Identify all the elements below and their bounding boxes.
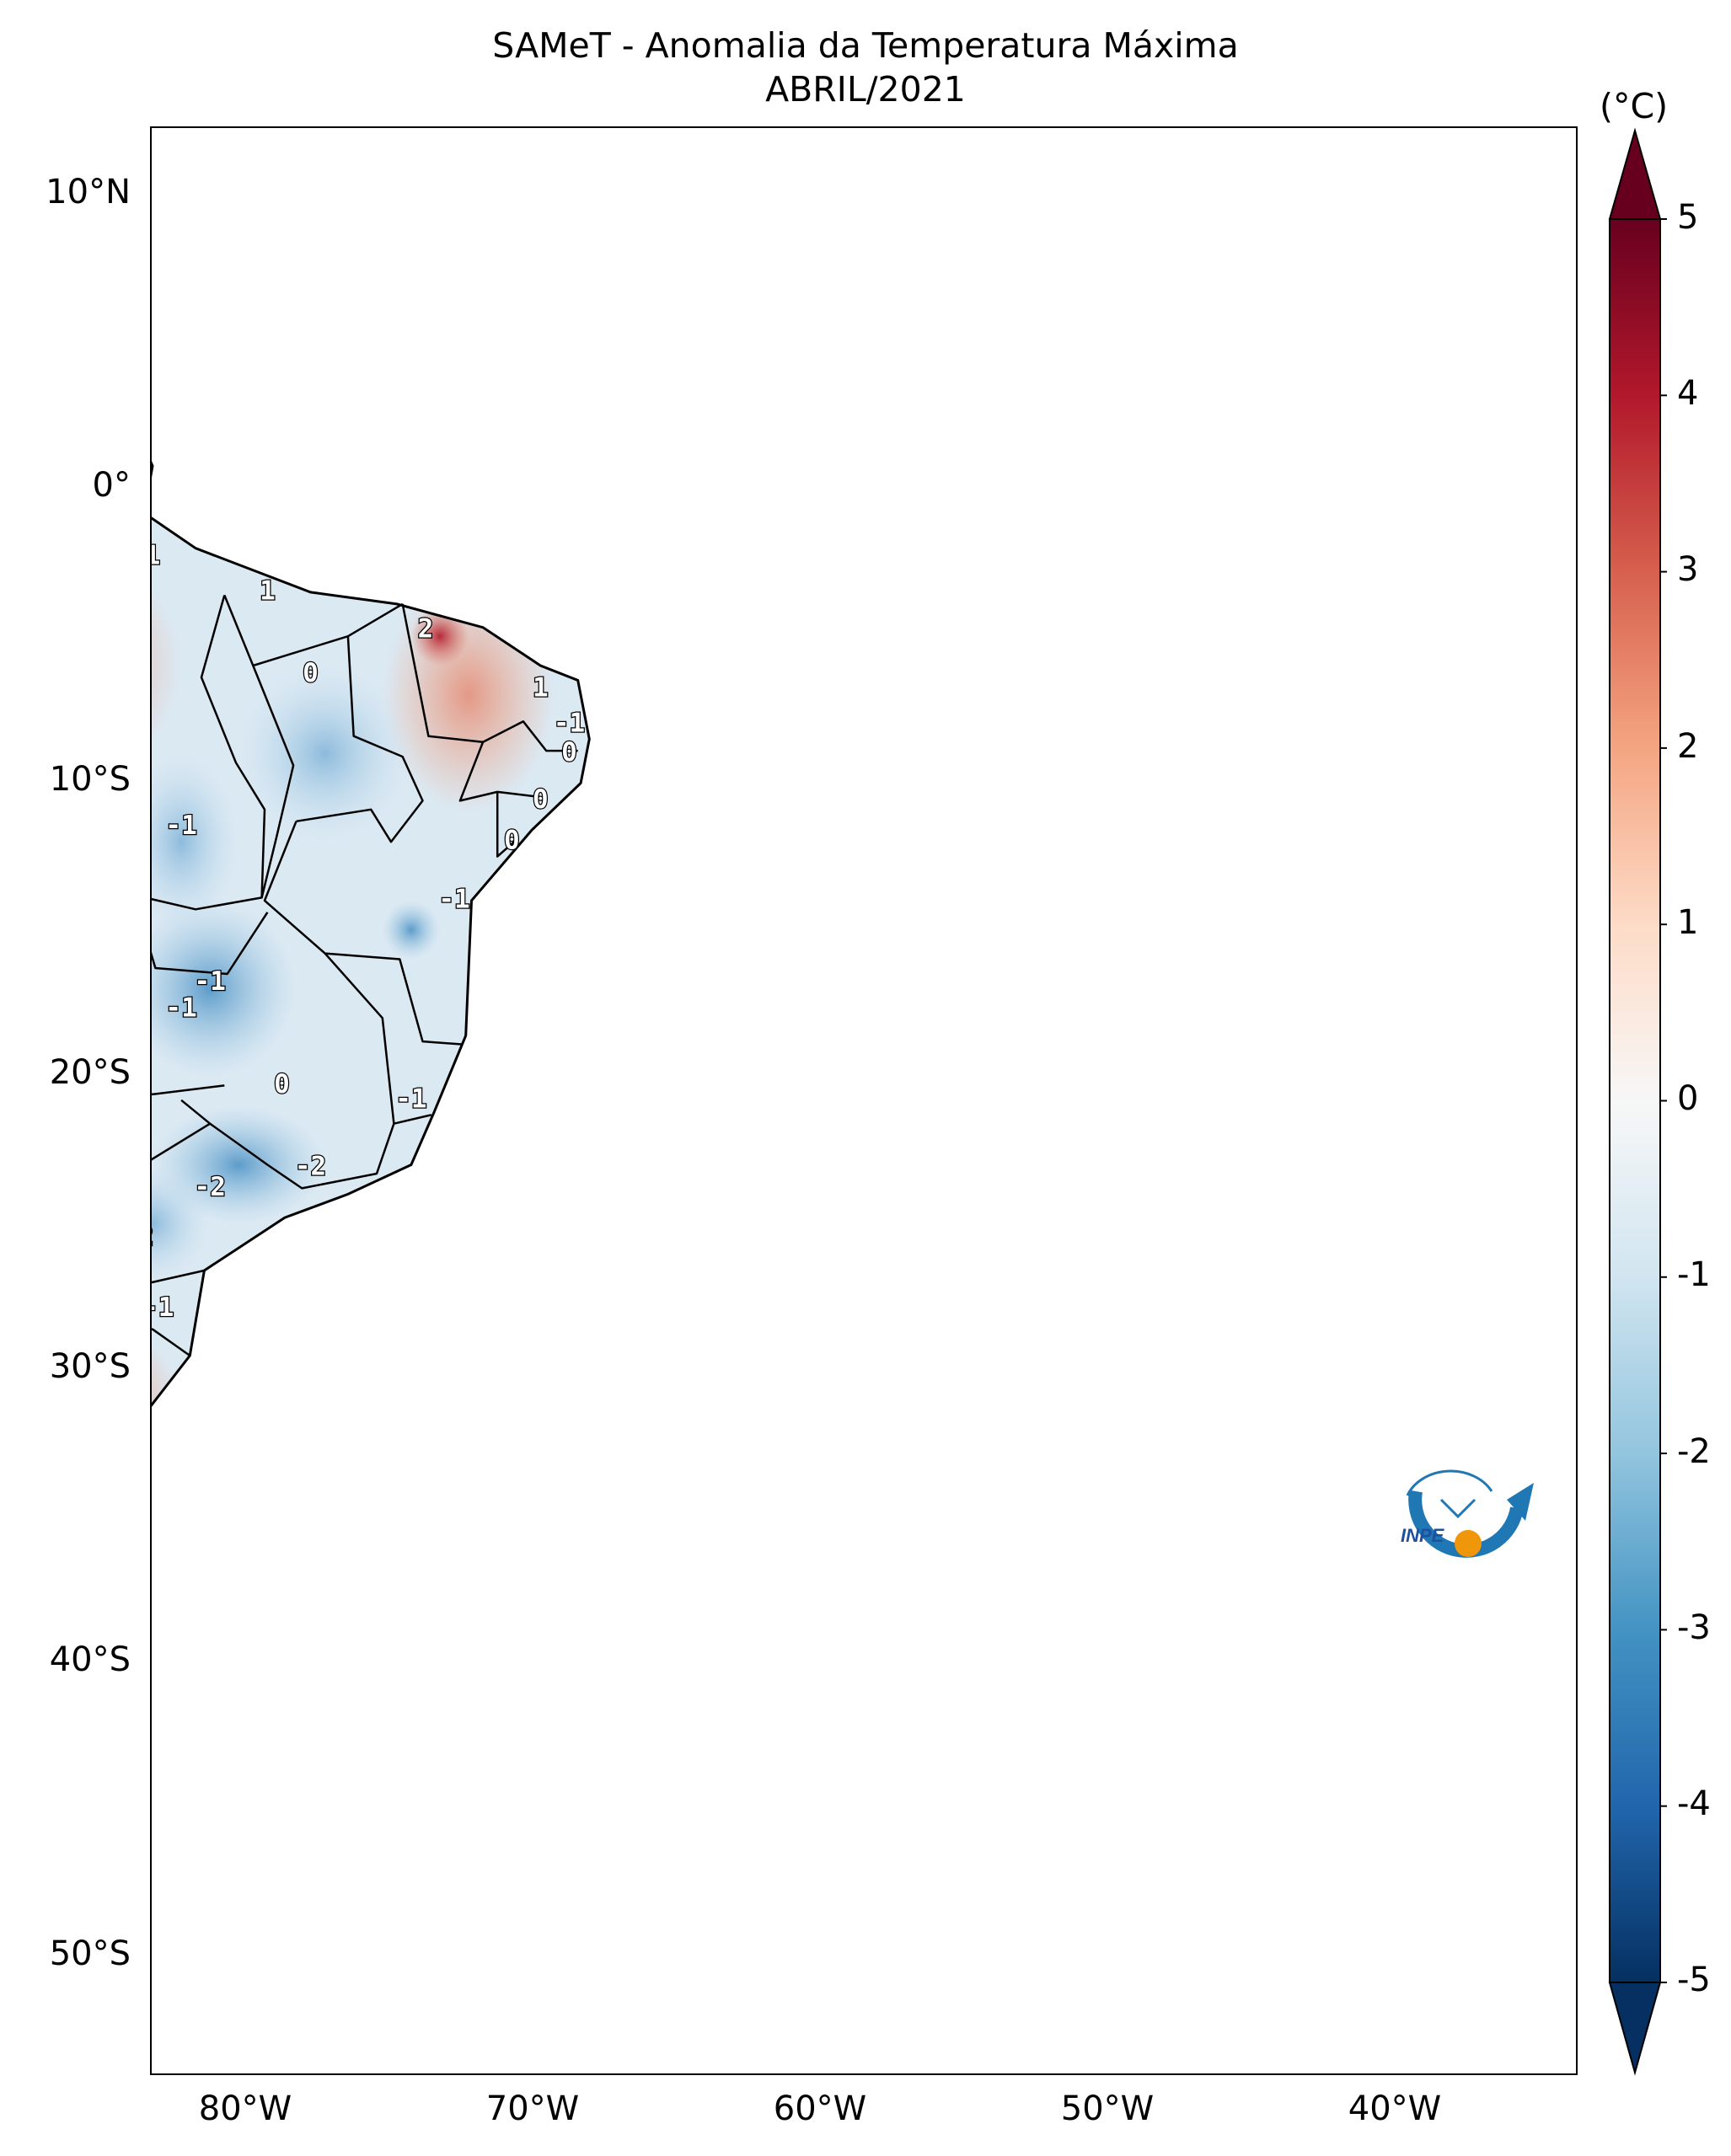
border-line [394, 1114, 432, 1125]
map-title: SAMeT - Anomalia da Temperatura Máxima [492, 25, 1239, 66]
colorbar [1608, 127, 1667, 2076]
contour-label: 1 [533, 672, 549, 703]
lon-label-40w: 40°W [1348, 2089, 1442, 2128]
contour-label: -2 [295, 1152, 326, 1182]
contour-label: -1 [395, 1083, 426, 1114]
border-line [296, 636, 424, 843]
contour-label: 2 [418, 614, 434, 645]
contour-label: -1 [165, 811, 196, 841]
colorbar-gradient [1609, 218, 1661, 1983]
colorbar-tick-1: 1 [1677, 903, 1699, 942]
border-line [458, 741, 547, 802]
anomaly-blob [152, 753, 239, 930]
lat-label-40s: 40°S [49, 1640, 131, 1679]
contour-label: 1 [152, 541, 160, 571]
contour-label: -1 [165, 992, 196, 1023]
contour-label: -2 [152, 1222, 154, 1252]
border-line [152, 912, 269, 976]
contour-label: 1 [260, 575, 276, 606]
contour-label: -2 [195, 1172, 226, 1202]
anomaly-blob [410, 607, 469, 666]
contour-label: 0 [303, 658, 319, 688]
contour-label: -1 [152, 1292, 174, 1323]
border-line [152, 1084, 225, 1096]
lat-label-30s: 30°S [49, 1347, 131, 1386]
colorbar-tick-neg5: -5 [1677, 1961, 1711, 1999]
border-line [152, 1269, 205, 1284]
colorbar-units: (°C) [1600, 86, 1669, 126]
border-line [152, 1328, 191, 1357]
map-subtitle: ABRIL/2021 [765, 69, 966, 110]
anomaly-blob [238, 666, 411, 843]
lat-label-50s: 50°S [49, 1934, 131, 1973]
colorbar-tick-neg1: -1 [1677, 1255, 1711, 1294]
contour-label: 0 [274, 1069, 290, 1099]
colorbar-max-arrow [1608, 127, 1662, 220]
colorbar-tick-neg2: -2 [1677, 1432, 1711, 1471]
border-line [263, 821, 464, 1046]
svg-text:INPE: INPE [1401, 1525, 1445, 1546]
contour-label: -1 [438, 884, 469, 914]
lat-label-10s: 10°S [49, 760, 131, 799]
colorbar-min-arrow [1608, 1982, 1662, 2076]
colorbar-tick-2: 2 [1677, 727, 1699, 766]
border-line [152, 1122, 211, 1161]
inpe-logo: INPE [1401, 1469, 1534, 1558]
colorbar-tick-neg4: -4 [1677, 1784, 1711, 1823]
colorbar-tick-neg3: -3 [1677, 1608, 1711, 1647]
contour-labels: 000-10-10-1011201-10-1-10-10-1-10-1-1-10… [152, 539, 586, 1324]
contour-label: 0 [504, 826, 520, 856]
border-line [152, 595, 266, 911]
colorbar-tick-5: 5 [1677, 198, 1699, 237]
border-line [401, 603, 578, 752]
map-panel[interactable]: 000-10-10-1011201-10-1-10-10-1-10-1-1-10… [150, 126, 1578, 2075]
lon-label-60w: 60°W [773, 2089, 867, 2128]
border-line [180, 952, 395, 1190]
colorbar-tick-3: 3 [1677, 550, 1699, 589]
lon-label-50w: 50°W [1060, 2089, 1155, 2128]
anomaly-blob [152, 900, 297, 1078]
anomaly-blob [152, 1164, 211, 1282]
border-line [223, 594, 295, 898]
lat-label-10n: 10°N [46, 173, 131, 211]
contour-label: 0 [561, 737, 577, 768]
lat-label-0: 0° [92, 466, 131, 505]
contour-label: -1 [195, 966, 226, 997]
lon-label-70w: 70°W [485, 2089, 580, 2128]
contour-label: 0 [533, 784, 549, 815]
anomaly-blob [382, 900, 440, 960]
contour-label: -1 [554, 708, 585, 738]
colorbar-tick-4: 4 [1677, 374, 1699, 413]
colorbar-tick-0: 0 [1677, 1079, 1699, 1118]
map-canvas: 000-10-10-1011201-10-1-10-10-1-10-1-1-10… [152, 461, 591, 1474]
lon-label-80w: 80°W [198, 2089, 292, 2128]
lat-label-20s: 20°S [49, 1053, 131, 1092]
colorbar-tick-marks [1660, 218, 1667, 1983]
border-line [496, 791, 518, 858]
country-borders [152, 461, 591, 1407]
